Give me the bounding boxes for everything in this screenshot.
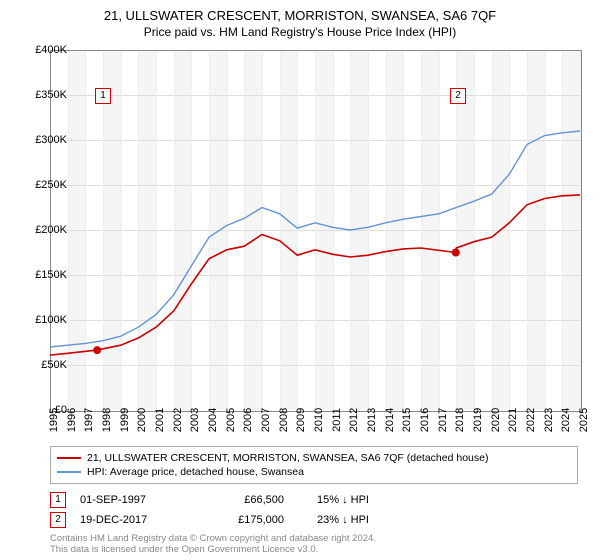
x-axis-label: 2012 (348, 408, 360, 432)
legend: 21, ULLSWATER CRESCENT, MORRISTON, SWANS… (50, 446, 578, 484)
data-row-marker: 2 (50, 512, 66, 528)
data-row-2: 2 19-DEC-2017 £175,000 23% ↓ HPI (50, 510, 388, 530)
y-axis-label: £300K (19, 134, 67, 146)
data-row-price: £175,000 (204, 514, 284, 526)
x-axis-label: 2008 (278, 408, 290, 432)
legend-row: 21, ULLSWATER CRESCENT, MORRISTON, SWANS… (57, 451, 571, 465)
x-axis-label: 2000 (136, 408, 148, 432)
x-axis-label: 1998 (101, 408, 113, 432)
x-axis-label: 2014 (384, 408, 396, 432)
data-table: 1 01-SEP-1997 £66,500 15% ↓ HPI 2 19-DEC-2017… (50, 490, 388, 530)
data-row-date: 01-SEP-1997 (80, 494, 190, 506)
marker-dot-1 (93, 346, 101, 354)
y-axis-label: £150K (19, 269, 67, 281)
legend-swatch (57, 471, 81, 473)
legend-swatch (57, 457, 81, 459)
x-axis-label: 2001 (154, 408, 166, 432)
footer-line-2: This data is licensed under the Open Gov… (50, 545, 376, 556)
footer-attribution: Contains HM Land Registry data © Crown c… (50, 534, 376, 556)
x-axis-label: 1999 (119, 408, 131, 432)
x-axis-label: 2009 (295, 408, 307, 432)
legend-label: 21, ULLSWATER CRESCENT, MORRISTON, SWANS… (87, 452, 488, 464)
x-axis-label: 2016 (419, 408, 431, 432)
x-axis-label: 2024 (560, 408, 572, 432)
data-row-price: £66,500 (204, 494, 284, 506)
x-axis-label: 2004 (207, 408, 219, 432)
data-row-delta: 23% ↓ HPI (298, 514, 388, 526)
marker-box-2: 2 (450, 88, 466, 104)
x-axis-label: 2003 (189, 408, 201, 432)
y-axis-label: £400K (19, 44, 67, 56)
y-axis-label: £200K (19, 224, 67, 236)
x-axis-label: 2025 (578, 408, 590, 432)
data-row-date: 19-DEC-2017 (80, 514, 190, 526)
x-axis-label: 2002 (172, 408, 184, 432)
x-axis-label: 2023 (543, 408, 555, 432)
x-axis-label: 2006 (242, 408, 254, 432)
marker-dot-2 (452, 249, 460, 257)
x-axis-label: 2015 (401, 408, 413, 432)
y-axis-label: £250K (19, 179, 67, 191)
marker-box-1: 1 (95, 88, 111, 104)
x-axis-label: 1996 (66, 408, 78, 432)
chart-svg (50, 50, 580, 410)
data-row-marker: 1 (50, 492, 66, 508)
x-axis-label: 2011 (331, 408, 343, 432)
data-row-1: 1 01-SEP-1997 £66,500 15% ↓ HPI (50, 490, 388, 510)
chart-title: 21, ULLSWATER CRESCENT, MORRISTON, SWANS… (0, 0, 600, 23)
chart-subtitle: Price paid vs. HM Land Registry's House … (0, 23, 600, 39)
series-line-hpi (50, 131, 580, 347)
y-axis-label: £100K (19, 314, 67, 326)
x-axis-label: 1995 (48, 408, 60, 432)
x-axis-label: 2022 (525, 408, 537, 432)
data-row-delta: 15% ↓ HPI (298, 494, 388, 506)
x-axis-label: 2018 (454, 408, 466, 432)
x-axis-label: 2020 (490, 408, 502, 432)
legend-row: HPI: Average price, detached house, Swan… (57, 465, 571, 479)
x-axis-label: 1997 (83, 408, 95, 432)
y-axis-label: £350K (19, 89, 67, 101)
x-axis-label: 2021 (507, 408, 519, 432)
x-axis-label: 2005 (225, 408, 237, 432)
x-axis-label: 2007 (260, 408, 272, 432)
chart-container: 21, ULLSWATER CRESCENT, MORRISTON, SWANS… (0, 0, 600, 560)
x-axis-label: 2019 (472, 408, 484, 432)
x-axis-label: 2013 (366, 408, 378, 432)
x-axis-label: 2010 (313, 408, 325, 432)
x-axis-label: 2017 (437, 408, 449, 432)
y-axis-label: £50K (19, 359, 67, 371)
legend-label: HPI: Average price, detached house, Swan… (87, 466, 304, 478)
